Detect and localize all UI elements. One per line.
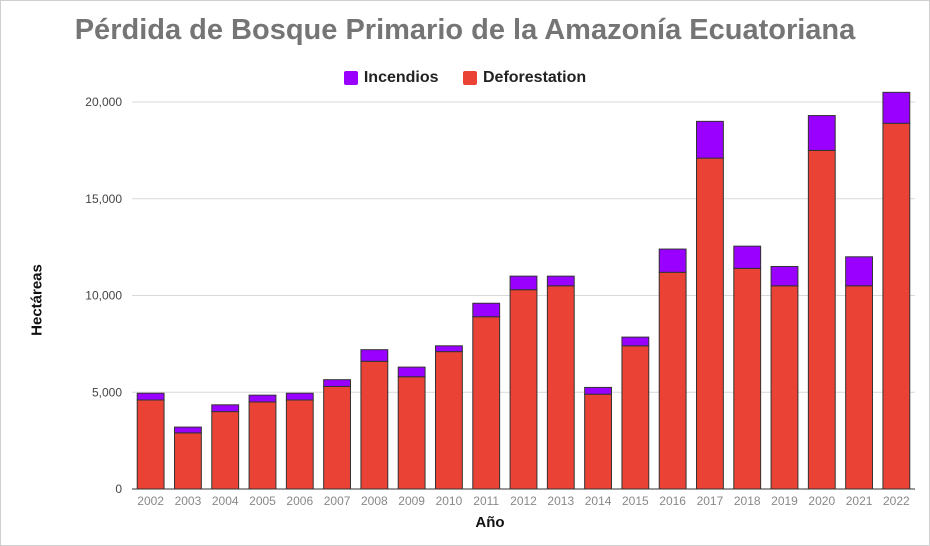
x-tick-label: 2008 bbox=[361, 494, 388, 508]
bar-deforestation bbox=[658, 271, 687, 490]
bar-incendios bbox=[845, 256, 873, 287]
x-tick-label: 2004 bbox=[212, 494, 239, 508]
legend-swatch-deforestation bbox=[463, 71, 477, 85]
bar-deforestation bbox=[770, 285, 799, 490]
bar-incendios bbox=[248, 394, 277, 403]
bar-deforestation bbox=[509, 289, 538, 490]
x-tick-label: 2009 bbox=[398, 494, 425, 508]
bar-deforestation bbox=[174, 432, 202, 490]
bar-deforestation bbox=[882, 122, 911, 490]
x-tick-label: 2020 bbox=[808, 494, 835, 508]
bar-deforestation bbox=[323, 385, 351, 490]
bar-deforestation bbox=[248, 401, 277, 490]
bar-deforestation bbox=[285, 399, 314, 490]
y-tick-label: 15,000 bbox=[85, 192, 122, 206]
bar-incendios bbox=[658, 248, 687, 273]
bar-deforestation bbox=[397, 376, 426, 490]
legend-item-incendios: Incendios bbox=[343, 69, 439, 87]
bar-incendios bbox=[136, 392, 165, 401]
bar-deforestation bbox=[733, 267, 762, 490]
x-tick-label: 2021 bbox=[846, 494, 873, 508]
x-tick-label: 2011 bbox=[473, 494, 499, 508]
bar-deforestation bbox=[360, 360, 389, 490]
bar-incendios bbox=[584, 386, 612, 395]
bar-incendios bbox=[807, 115, 836, 151]
bar-incendios bbox=[509, 275, 538, 291]
x-tick-label: 2019 bbox=[771, 494, 798, 508]
bar-deforestation bbox=[211, 411, 240, 490]
x-tick-label: 2016 bbox=[659, 494, 686, 508]
bar-incendios bbox=[770, 265, 799, 287]
bar-incendios bbox=[323, 379, 351, 387]
x-tick-label: 2003 bbox=[175, 494, 202, 508]
bar-deforestation bbox=[584, 393, 612, 490]
x-tick-label: 2012 bbox=[510, 494, 537, 508]
x-tick-label: 2013 bbox=[547, 494, 574, 508]
y-tick-label: 20,000 bbox=[85, 95, 122, 109]
bar-incendios bbox=[546, 275, 575, 287]
bar-incendios bbox=[360, 349, 389, 362]
bar-incendios bbox=[733, 245, 762, 269]
bar-deforestation bbox=[845, 285, 873, 490]
bar-incendios bbox=[174, 426, 202, 434]
chart-title: Pérdida de Bosque Primario de la Amazoní… bbox=[74, 14, 856, 46]
x-tick-label: 2018 bbox=[734, 494, 761, 508]
x-tick-label: 2017 bbox=[697, 494, 724, 508]
x-axis-label: Año bbox=[475, 514, 505, 531]
x-tick-label: 2010 bbox=[436, 494, 463, 508]
x-tick-label: 2007 bbox=[324, 494, 351, 508]
bar-incendios bbox=[435, 345, 463, 353]
bar-deforestation bbox=[696, 157, 724, 490]
legend-item-deforestation: Deforestation bbox=[463, 69, 586, 87]
y-tick-label: 0 bbox=[115, 482, 122, 496]
bar-incendios bbox=[696, 120, 724, 159]
bar-deforestation bbox=[546, 285, 575, 490]
bar-deforestation bbox=[621, 345, 650, 490]
y-tick-label: 5,000 bbox=[92, 385, 122, 399]
legend-label-incendios: Incendios bbox=[363, 69, 439, 86]
x-tick-label: 2006 bbox=[286, 494, 313, 508]
x-tick-label: 2022 bbox=[883, 494, 910, 508]
legend-label-deforestation: Deforestation bbox=[483, 69, 587, 86]
legend-swatch-incendios bbox=[343, 71, 358, 85]
x-tick-label: 2005 bbox=[249, 494, 276, 508]
y-tick-label: 10,000 bbox=[85, 289, 122, 303]
bar-incendios bbox=[621, 336, 650, 347]
bar-deforestation bbox=[136, 399, 165, 490]
x-tick-label: 2014 bbox=[585, 494, 612, 508]
bar-deforestation bbox=[435, 351, 463, 490]
chart-legend: Incendios Deforestation bbox=[0, 69, 930, 90]
bar-incendios bbox=[285, 392, 314, 401]
x-tick-label: 2015 bbox=[622, 494, 649, 508]
bar-deforestation bbox=[472, 316, 501, 490]
x-tick-label: 2002 bbox=[137, 494, 164, 508]
bar-incendios bbox=[397, 366, 426, 378]
bar-incendios bbox=[472, 302, 501, 318]
bar-incendios bbox=[882, 91, 911, 124]
bar-deforestation bbox=[807, 149, 836, 490]
bar-incendios bbox=[211, 404, 240, 413]
